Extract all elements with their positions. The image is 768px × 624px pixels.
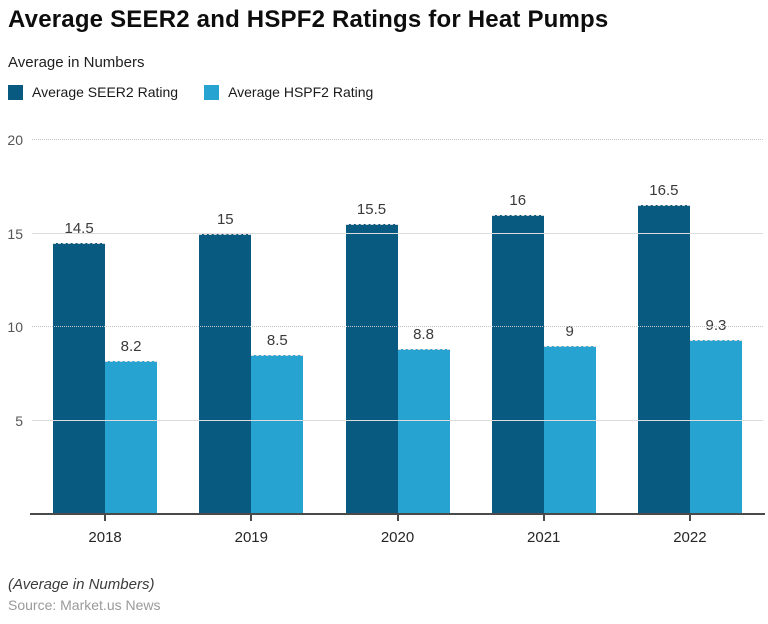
x-cell: 2021 bbox=[471, 515, 617, 547]
legend: Average SEER2 Rating Average HSPF2 Rating bbox=[8, 84, 373, 100]
chart-title: Average SEER2 and HSPF2 Ratings for Heat… bbox=[8, 6, 609, 33]
bar bbox=[53, 242, 106, 514]
bar-group: 16 9 bbox=[471, 140, 617, 514]
x-tick bbox=[396, 515, 399, 521]
gridline bbox=[32, 139, 763, 140]
bar bbox=[251, 355, 304, 514]
chart-subtitle: Average in Numbers bbox=[8, 54, 145, 71]
gridline bbox=[32, 419, 763, 421]
legend-item: Average SEER2 Rating bbox=[8, 84, 178, 100]
value-label: 15 bbox=[216, 210, 234, 228]
legend-label: Average HSPF2 Rating bbox=[228, 84, 374, 100]
x-tick-label: 2018 bbox=[88, 529, 122, 546]
x-tick bbox=[250, 515, 253, 521]
x-tick bbox=[688, 515, 691, 521]
bar bbox=[543, 345, 596, 514]
bar bbox=[105, 360, 158, 514]
source-text: Source: Market.us News bbox=[8, 597, 161, 613]
bar-group: 15.5 8.8 bbox=[324, 140, 470, 514]
legend-label: Average SEER2 Rating bbox=[32, 84, 179, 100]
bar-wrap: 9.3 bbox=[689, 140, 742, 514]
x-cell: 2020 bbox=[324, 515, 470, 547]
y-tick-label: 15 bbox=[7, 225, 23, 242]
bar bbox=[689, 340, 742, 514]
bar-wrap: 16.5 bbox=[637, 140, 690, 514]
value-label: 9.3 bbox=[705, 317, 727, 335]
legend-swatch bbox=[8, 84, 23, 100]
value-label: 9 bbox=[565, 322, 574, 340]
y-tick-label: 5 bbox=[15, 412, 23, 429]
value-label: 15.5 bbox=[356, 201, 387, 219]
bar-group: 14.5 8.2 bbox=[32, 140, 178, 514]
bar bbox=[397, 349, 450, 514]
bar bbox=[491, 214, 544, 514]
bar-wrap: 16 bbox=[491, 140, 544, 514]
x-tick bbox=[542, 515, 545, 521]
bar-wrap: 15.5 bbox=[345, 140, 398, 514]
x-tick bbox=[104, 515, 107, 521]
x-tick-label: 2021 bbox=[527, 529, 561, 546]
value-label: 8.8 bbox=[413, 326, 434, 344]
value-label: 16 bbox=[509, 191, 527, 209]
x-axis-row: 2018 2019 2020 2021 2022 bbox=[32, 515, 763, 547]
value-label: 8.2 bbox=[120, 337, 142, 355]
value-label: 16.5 bbox=[649, 182, 679, 200]
y-tick-label: 10 bbox=[7, 319, 23, 335]
x-tick-label: 2019 bbox=[234, 529, 268, 546]
legend-item: Average HSPF2 Rating bbox=[204, 84, 373, 100]
x-cell: 2019 bbox=[178, 515, 324, 547]
y-tick-label: 20 bbox=[7, 132, 23, 148]
bar bbox=[345, 224, 398, 514]
value-label: 14.5 bbox=[64, 219, 94, 237]
legend-swatch bbox=[204, 84, 220, 100]
bar bbox=[637, 205, 690, 514]
gridline bbox=[32, 326, 763, 327]
bar bbox=[199, 233, 252, 514]
plot-area: 14.5 8.2 15 8.5 15.5 8.8 16 9 16.5 9.3 5 10 15 20 bbox=[7, 132, 763, 514]
x-tick-label: 2020 bbox=[380, 529, 415, 546]
bar-wrap: 14.5 bbox=[53, 140, 106, 514]
x-cell: 2022 bbox=[617, 515, 763, 547]
bar-groups: 14.5 8.2 15 8.5 15.5 8.8 16 9 16.5 9.3 bbox=[32, 140, 763, 514]
x-cell: 2018 bbox=[32, 515, 178, 547]
bar-wrap: 8.2 bbox=[105, 140, 158, 514]
footnote: (Average in Numbers) bbox=[8, 576, 155, 593]
value-label: 8.5 bbox=[266, 332, 288, 350]
bar-wrap: 8.5 bbox=[251, 140, 304, 514]
bar-wrap: 9 bbox=[543, 140, 596, 514]
bar-group: 15 8.5 bbox=[178, 140, 324, 514]
bar-wrap: 8.8 bbox=[397, 140, 450, 514]
gridline bbox=[32, 232, 763, 234]
bar-wrap: 15 bbox=[199, 140, 252, 514]
x-tick-label: 2022 bbox=[673, 529, 707, 546]
bar-group: 16.5 9.3 bbox=[617, 140, 763, 514]
x-axis-line bbox=[30, 513, 765, 515]
